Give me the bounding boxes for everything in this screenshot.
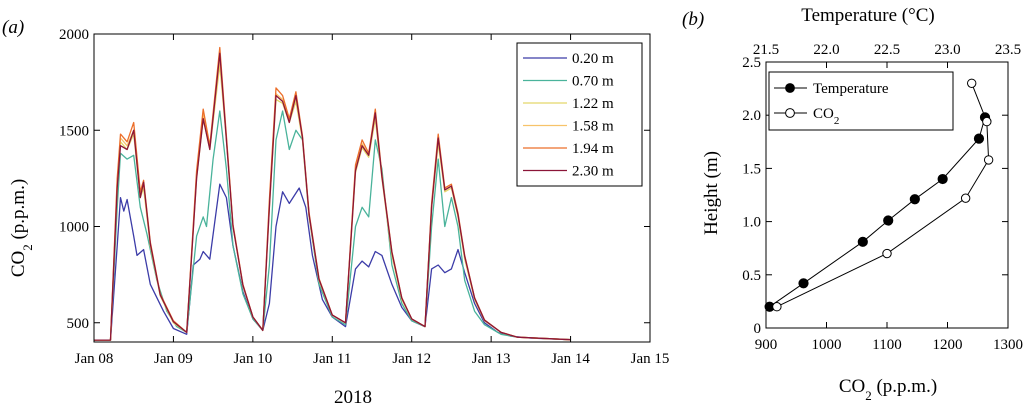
legend-marker bbox=[785, 108, 795, 118]
x2-tick-label: 21.5 bbox=[753, 42, 779, 58]
marker-temperature bbox=[909, 194, 920, 205]
panel-b-x2label: Temperature (°C) bbox=[801, 5, 934, 26]
panel-a-plot-frame bbox=[93, 33, 651, 343]
legend-label: 1.22 m bbox=[572, 96, 614, 112]
y-tick-label: 1000 bbox=[59, 220, 89, 236]
x-tick-label: Jan 09 bbox=[154, 351, 193, 367]
x-tick-label: Jan 15 bbox=[631, 351, 670, 367]
panel-a-label: (a) bbox=[2, 17, 24, 38]
panel-b-ylabel: Height (m) bbox=[701, 151, 722, 235]
marker-co2 bbox=[772, 302, 782, 312]
panel-b-label: (b) bbox=[682, 9, 704, 30]
x2-tick-label: 22.5 bbox=[874, 42, 900, 58]
x-tick-label: 1300 bbox=[993, 337, 1023, 353]
panel-b-legend: Temperature CO2 bbox=[768, 71, 954, 131]
panel-a-ylabel: CO2 (p.p.m.) bbox=[8, 179, 35, 277]
legend-label: 1.58 m bbox=[572, 119, 614, 135]
marker-co2 bbox=[967, 78, 977, 88]
marker-co2 bbox=[882, 248, 892, 259]
y-tick-label: 1.0 bbox=[742, 215, 761, 231]
series-line-temperature bbox=[769, 117, 986, 308]
legend-label: 0.70 m bbox=[572, 74, 614, 90]
y-tick-label: 0 bbox=[754, 321, 762, 337]
x-tick-label: Jan 14 bbox=[551, 351, 590, 367]
x-tick-label: 1200 bbox=[933, 337, 963, 353]
legend-label: 1.94 m bbox=[572, 141, 614, 157]
y-tick-label: 2.5 bbox=[742, 55, 761, 71]
x-tick-label: Jan 12 bbox=[392, 351, 431, 367]
marker-co2 bbox=[960, 193, 971, 203]
panel-b-ticks: 0 0.5 1.0 1.5 2.0 2.5 900 1000 1100 1200 1300 21.5 2… bbox=[742, 42, 1023, 353]
marker-co2 bbox=[982, 116, 992, 127]
series-line-1-94-m bbox=[94, 46, 571, 341]
legend-label: Temperature bbox=[813, 81, 889, 97]
panel-a-ticks: 500 1000 1500 2000 Jan 08 Jan 09 Jan 10 Jan 11 J… bbox=[59, 27, 669, 367]
x-tick-label: Jan 08 bbox=[75, 351, 114, 367]
x-tick-label: 900 bbox=[755, 337, 778, 353]
x-tick-label: 1100 bbox=[872, 337, 901, 353]
marker-temperature bbox=[937, 173, 948, 185]
panel-a-series-group bbox=[94, 46, 571, 341]
panel-a-xlabel: 2018 bbox=[334, 387, 372, 408]
x-tick-label: Jan 11 bbox=[313, 351, 351, 367]
y-tick-label: 2.0 bbox=[742, 108, 761, 124]
y-tick-label: 500 bbox=[67, 316, 90, 332]
marker-temperature bbox=[973, 133, 985, 144]
x2-tick-label: 22.0 bbox=[813, 42, 839, 58]
marker-temperature bbox=[798, 278, 809, 289]
legend-label: 0.20 m bbox=[572, 51, 614, 67]
legend-marker bbox=[785, 83, 795, 93]
panel-b-series-group bbox=[764, 78, 994, 312]
marker-temperature bbox=[857, 236, 868, 247]
panel-a-legend: 0.20 m 0.70 m 1.22 m 1.58 m 1.94 m 2.30 m bbox=[516, 42, 643, 187]
series-line-1-22-m bbox=[94, 64, 571, 341]
x2-tick-label: 23.0 bbox=[934, 42, 960, 58]
series-line-1-58-m bbox=[94, 58, 571, 341]
marker-temperature bbox=[883, 215, 894, 226]
legend-label: 2.30 m bbox=[572, 164, 614, 180]
x-tick-label: 1000 bbox=[812, 337, 842, 353]
series-line-co2 bbox=[776, 83, 990, 308]
y-tick-label: 2000 bbox=[59, 27, 89, 43]
x2-tick-label: 23.5 bbox=[995, 42, 1021, 58]
y-tick-label: 0.5 bbox=[742, 268, 761, 284]
series-line-2-30-m bbox=[94, 52, 571, 341]
x-tick-label: Jan 13 bbox=[472, 351, 511, 367]
panel-b-xlabel: CO2 (p.p.m.) bbox=[839, 376, 937, 403]
series-line-0-20-m bbox=[94, 183, 571, 341]
panel-b: (b) Temperature (°C) Height (m) CO2 (p.p… bbox=[682, 5, 1023, 403]
y-tick-label: 1500 bbox=[59, 123, 89, 139]
legend-box bbox=[516, 42, 643, 187]
legend-label: CO2 bbox=[813, 106, 839, 127]
y-tick-label: 1.5 bbox=[742, 161, 761, 177]
panel-a: (a) CO2 (p.p.m.) 2018 500 1000 1500 2000 Jan… bbox=[2, 17, 669, 408]
x-tick-label: Jan 10 bbox=[233, 351, 272, 367]
legend-box bbox=[768, 71, 954, 131]
marker-co2 bbox=[983, 155, 994, 165]
